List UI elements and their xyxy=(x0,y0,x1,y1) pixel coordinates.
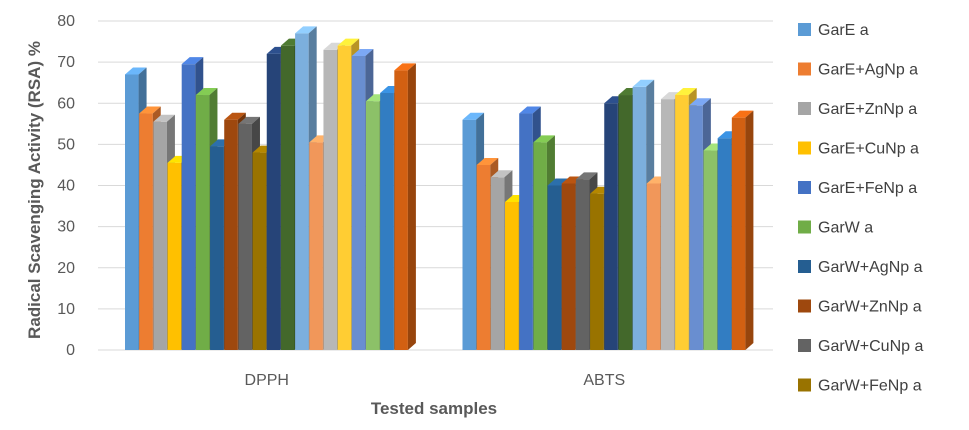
legend-item: GarW+ZnNp a xyxy=(798,299,922,316)
y-axis-title: Radical Scavenging Activity (RSA) % xyxy=(25,41,44,339)
legend-label: GarW+FeNp a xyxy=(818,378,922,395)
legend: GarE a GarE+AgNp a GarE+ZnNp a GarE+CuNp a G… xyxy=(798,22,923,395)
y-tick-label: 60 xyxy=(57,95,75,112)
legend-label: GarW+AgNp a xyxy=(818,259,923,276)
bar xyxy=(731,110,754,350)
y-tick-label: 10 xyxy=(57,301,75,318)
legend-item: GarW+FeNp a xyxy=(798,378,922,395)
legend-item: GarE+AgNp a xyxy=(798,62,918,79)
bars xyxy=(125,26,754,351)
legend-label: GarW a xyxy=(818,220,873,237)
legend-swatch xyxy=(798,23,811,36)
legend-label: GarW+ZnNp a xyxy=(818,299,922,316)
y-tick-label: 0 xyxy=(66,342,75,359)
x-axis-title: Tested samples xyxy=(371,399,497,418)
legend-item: GarW+CuNp a xyxy=(798,338,923,355)
axes: 0 10 20 30 40 50 60 70 80 DPPH ABTS xyxy=(57,13,625,389)
y-tick-label: 30 xyxy=(57,219,75,236)
legend-label: GarE a xyxy=(818,22,869,39)
bar xyxy=(394,63,416,350)
legend-swatch xyxy=(798,181,811,194)
legend-swatch xyxy=(798,378,811,392)
legend-item: GarE a xyxy=(798,22,869,39)
y-tick-label: 40 xyxy=(57,178,75,195)
legend-item: GarW+AgNp a xyxy=(798,259,923,276)
legend-item: GarE+FeNp a xyxy=(798,180,917,197)
legend-swatch xyxy=(798,141,811,155)
legend-swatch xyxy=(798,102,811,115)
legend-item: GarW a xyxy=(798,220,873,237)
legend-swatch xyxy=(798,62,811,76)
y-tick-label: 80 xyxy=(57,13,75,30)
legend-item: GarE+CuNp a xyxy=(798,141,919,158)
legend-item: GarE+ZnNp a xyxy=(798,101,917,118)
category-label: ABTS xyxy=(583,372,625,389)
legend-swatch xyxy=(798,220,811,234)
legend-label: GarE+ZnNp a xyxy=(818,101,917,118)
category-label: DPPH xyxy=(245,372,289,389)
legend-swatch xyxy=(798,339,811,352)
legend-swatch xyxy=(798,299,811,313)
legend-swatch xyxy=(798,260,811,273)
legend-label: GarE+FeNp a xyxy=(818,180,917,197)
legend-label: GarE+CuNp a xyxy=(818,141,919,158)
y-tick-label: 70 xyxy=(57,54,75,71)
y-tick-label: 50 xyxy=(57,136,75,153)
legend-label: GarW+CuNp a xyxy=(818,338,923,355)
legend-label: GarE+AgNp a xyxy=(818,62,918,79)
y-tick-label: 20 xyxy=(57,260,75,277)
